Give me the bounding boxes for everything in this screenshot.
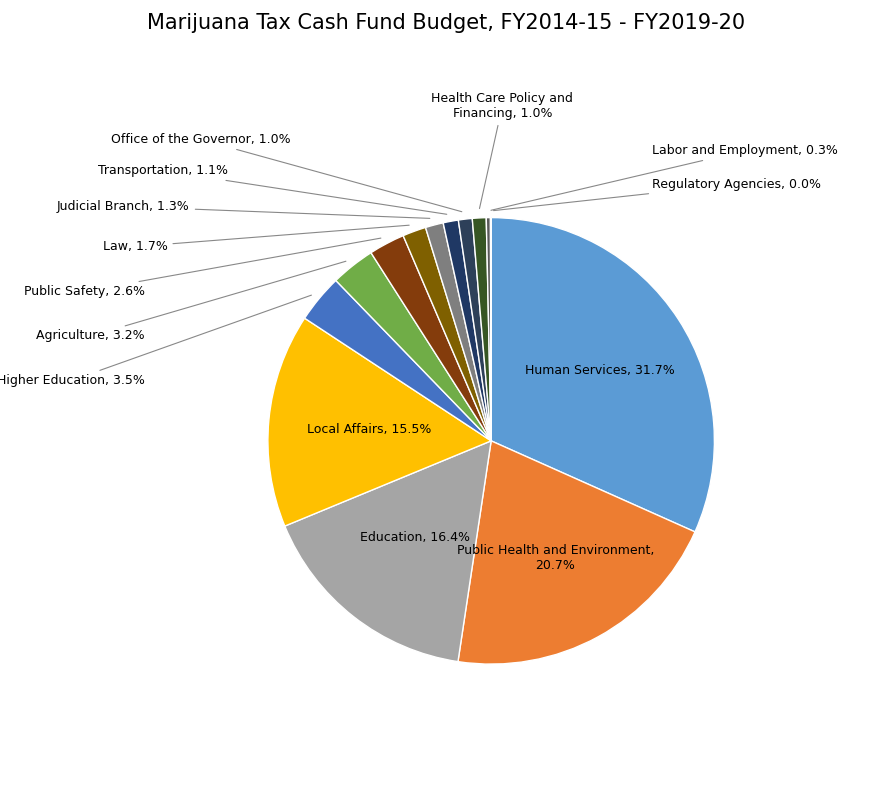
Wedge shape: [336, 252, 491, 441]
Text: Labor and Employment, 0.3%: Labor and Employment, 0.3%: [491, 144, 838, 210]
Wedge shape: [305, 281, 491, 441]
Text: Agriculture, 3.2%: Agriculture, 3.2%: [37, 261, 346, 343]
Wedge shape: [371, 236, 491, 441]
Wedge shape: [458, 218, 491, 441]
Text: Health Care Policy and
Financing, 1.0%: Health Care Policy and Financing, 1.0%: [431, 92, 573, 209]
Wedge shape: [491, 218, 714, 532]
Text: Law, 1.7%: Law, 1.7%: [103, 225, 409, 253]
Wedge shape: [443, 220, 491, 441]
Wedge shape: [403, 228, 491, 441]
Text: Public Health and Environment,
20.7%: Public Health and Environment, 20.7%: [457, 544, 655, 573]
Text: Human Services, 31.7%: Human Services, 31.7%: [525, 364, 674, 377]
Text: Higher Education, 3.5%: Higher Education, 3.5%: [0, 295, 312, 387]
Wedge shape: [487, 218, 491, 441]
Wedge shape: [458, 441, 695, 664]
Text: Judicial Branch, 1.3%: Judicial Branch, 1.3%: [57, 200, 430, 218]
Wedge shape: [426, 223, 491, 441]
Title: Marijuana Tax Cash Fund Budget, FY2014-15 - FY2019-20: Marijuana Tax Cash Fund Budget, FY2014-1…: [147, 13, 746, 33]
Wedge shape: [472, 218, 491, 441]
Text: Education, 16.4%: Education, 16.4%: [361, 531, 471, 544]
Text: Transportation, 1.1%: Transportation, 1.1%: [97, 165, 446, 214]
Text: Regulatory Agencies, 0.0%: Regulatory Agencies, 0.0%: [494, 178, 821, 210]
Text: Public Safety, 2.6%: Public Safety, 2.6%: [24, 238, 381, 297]
Text: Office of the Governor, 1.0%: Office of the Governor, 1.0%: [111, 133, 462, 212]
Text: Local Affairs, 15.5%: Local Affairs, 15.5%: [306, 422, 431, 436]
Wedge shape: [268, 318, 491, 526]
Wedge shape: [285, 441, 491, 661]
